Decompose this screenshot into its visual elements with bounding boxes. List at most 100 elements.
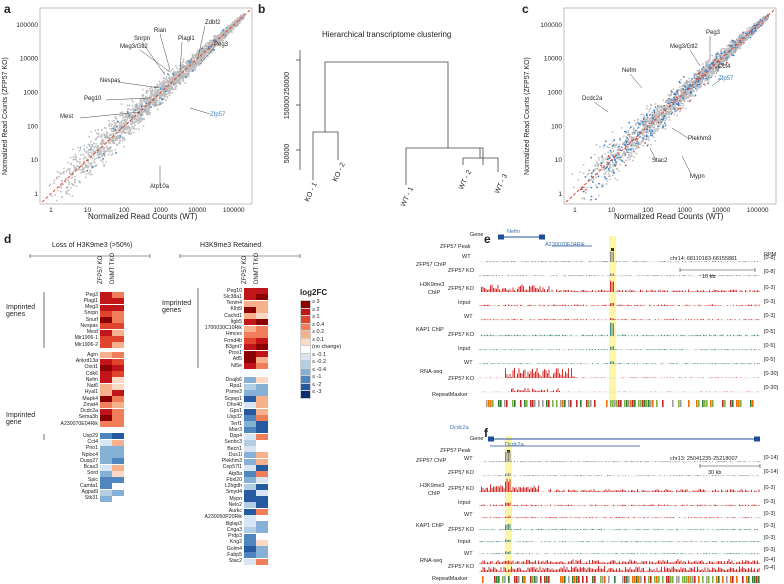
data-point [103, 152, 105, 155]
data-point [605, 170, 608, 173]
data-point [166, 81, 169, 84]
data-point [161, 93, 164, 95]
data-point [108, 125, 110, 127]
data-point [154, 100, 156, 103]
ytick: 100000 [540, 22, 562, 29]
data-point [723, 47, 726, 50]
data-point [109, 133, 112, 135]
data-point [121, 119, 124, 122]
data-point [609, 143, 612, 145]
dendrogram-b: Hierarchical transcriptome clustering 25… [258, 0, 522, 225]
data-point [198, 62, 201, 65]
data-point [649, 117, 651, 119]
data-point [156, 108, 159, 111]
data-point [182, 79, 185, 82]
data-point [618, 143, 621, 146]
data-point [614, 177, 616, 180]
data-point [145, 111, 147, 114]
data-point [673, 113, 676, 116]
data-point [641, 136, 643, 139]
data-point [126, 128, 128, 131]
data-point [650, 130, 653, 132]
data-point [59, 172, 62, 175]
data-point [747, 36, 750, 39]
data-point [190, 65, 193, 68]
data-point [672, 88, 675, 90]
data-point [641, 134, 644, 137]
data-point [177, 72, 179, 75]
data-point [109, 146, 112, 148]
data-point [726, 49, 729, 52]
data-point [612, 169, 615, 172]
data-point [114, 115, 117, 118]
data-point [698, 70, 700, 73]
data-point [118, 138, 121, 140]
data-point [48, 184, 51, 187]
data-point [651, 113, 654, 116]
data-point [149, 111, 151, 114]
data-point [604, 176, 606, 179]
data-point [184, 69, 187, 72]
data-point [120, 123, 123, 126]
gene-label: Atp10a [150, 184, 170, 190]
data-point [125, 131, 128, 134]
data-point [95, 142, 97, 145]
data-point [103, 163, 106, 166]
ytick: 10 [31, 157, 39, 164]
data-point [643, 125, 646, 128]
data-point [703, 78, 706, 80]
data-point [695, 87, 698, 90]
data-point [171, 78, 174, 81]
data-point [182, 65, 185, 68]
data-point [70, 186, 72, 189]
data-point [631, 141, 634, 144]
data-point [71, 182, 73, 185]
data-point [723, 58, 726, 61]
data-point [602, 146, 605, 148]
data-point [151, 94, 153, 96]
data-point [216, 44, 219, 47]
data-point [191, 64, 193, 66]
data-point [642, 140, 644, 143]
data-point [134, 103, 137, 106]
data-point [684, 84, 687, 87]
data-point [81, 168, 84, 171]
gene-label: Nespas [100, 78, 120, 84]
data-point [157, 99, 160, 102]
data-point [590, 195, 593, 198]
data-point [617, 154, 619, 157]
data-point [627, 140, 630, 142]
data-point [705, 61, 707, 63]
data-point [129, 122, 132, 125]
data-point [204, 53, 207, 56]
data-point [612, 162, 615, 165]
data-point [158, 89, 161, 92]
data-point [609, 156, 612, 158]
data-point [140, 107, 143, 109]
data-point [89, 145, 92, 148]
data-point [200, 47, 203, 50]
data-point [78, 162, 81, 165]
data-point [196, 55, 198, 58]
data-point [596, 186, 598, 189]
data-point [175, 83, 178, 86]
data-point [707, 78, 710, 81]
data-point [608, 170, 611, 173]
data-point [142, 125, 145, 128]
gene-label: Plagl1 [178, 36, 195, 42]
data-point [108, 153, 111, 156]
data-point [681, 90, 684, 93]
data-point [632, 143, 635, 145]
data-point [105, 133, 108, 136]
data-point [664, 120, 667, 122]
data-point [67, 161, 69, 164]
data-point [746, 27, 748, 30]
data-point [653, 111, 656, 113]
data-point [642, 127, 645, 130]
data-point [134, 112, 136, 115]
data-point [123, 118, 126, 121]
data-point [654, 103, 657, 105]
data-point [603, 144, 606, 147]
data-point [624, 144, 627, 147]
data-point [186, 64, 188, 67]
